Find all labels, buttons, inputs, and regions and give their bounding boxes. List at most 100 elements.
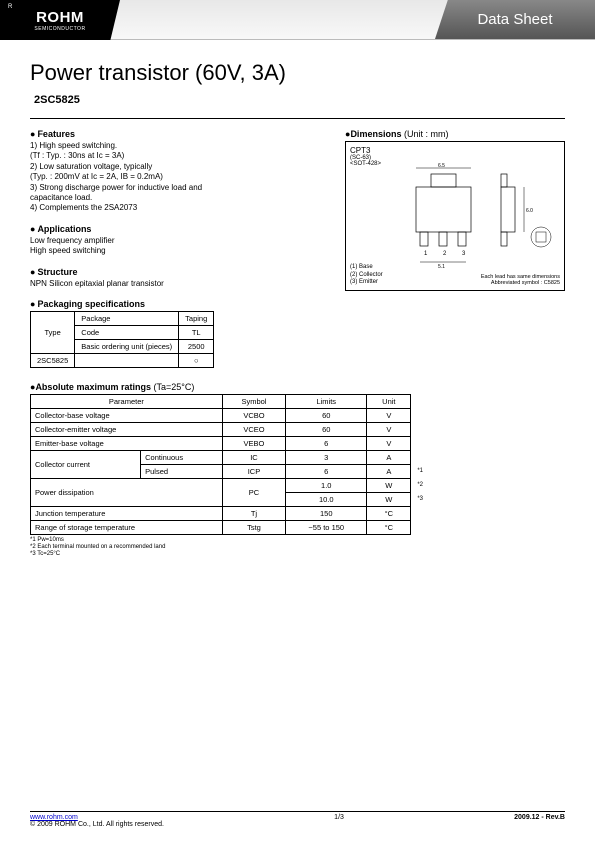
feature-line: 4) Complements the 2SA2073 — [30, 203, 325, 213]
ratings-cond: (Ta=25°C) — [151, 382, 194, 392]
packaging-heading: Packaging specifications — [30, 299, 565, 309]
dimensions-box: CPT3 (SC-63) <SOT-428> 1 2 3 — [345, 141, 565, 291]
ratings-cell: Collector-emitter voltage — [31, 422, 223, 436]
legend-line: (1) Base — [350, 264, 383, 271]
two-column-layout: Features 1) High speed switching. (Tf : … — [30, 129, 565, 299]
dimensions-heading: ●Dimensions (Unit : mm) — [345, 129, 565, 139]
dimensions-unit: (Unit : mm) — [401, 129, 448, 139]
pkg-cell: Taping — [179, 311, 214, 325]
svg-text:5.1: 5.1 — [438, 264, 445, 270]
pkg-cell: Package — [75, 311, 179, 325]
ratings-heading-text: Absolute maximum ratings — [35, 382, 151, 392]
structure-heading: Structure — [30, 267, 325, 277]
applications-body: Low frequency amplifier High speed switc… — [30, 236, 325, 257]
application-line: High speed switching — [30, 246, 325, 256]
ratings-cell: °C — [367, 506, 411, 520]
svg-text:2: 2 — [443, 251, 447, 257]
datasheet-badge: Data Sheet — [435, 0, 595, 39]
rohm-logo: R ROHM SEMICONDUCTOR — [0, 0, 120, 40]
ratings-cell: Collector-base voltage — [31, 408, 223, 422]
features-heading: Features — [30, 129, 325, 139]
ratings-table: Parameter Symbol Limits Unit Collector-b… — [30, 394, 430, 535]
pkg-cell: ○ — [179, 353, 214, 367]
ratings-cell: VEBO — [222, 436, 285, 450]
feature-line: capacitance load. — [30, 193, 325, 203]
right-column: ●Dimensions (Unit : mm) CPT3 (SC-63) <SO… — [345, 129, 565, 299]
pkg-cell: 2500 — [179, 339, 214, 353]
ratings-cell: IC — [222, 450, 285, 464]
feature-line: (Tf : Typ. : 30ns at Ic = 3A) — [30, 151, 325, 161]
footer-left: www.rohm.com © 2009 ROHM Co., Ltd. All r… — [30, 814, 164, 828]
pkg-cell: Basic ordering unit (pieces) — [75, 339, 179, 353]
ratings-cell: V — [367, 422, 411, 436]
header-spacer — [120, 0, 435, 39]
ratings-col-param: Parameter — [31, 394, 223, 408]
logo-text: ROHM — [36, 9, 84, 26]
ratings-cell: W — [367, 478, 411, 492]
ratings-cell: 150 — [286, 506, 367, 520]
footer-rev: 2009.12 - Rev.B — [514, 814, 565, 821]
footnote: *2 Each terminal mounted on a recommende… — [30, 544, 565, 551]
ratings-cell: Emitter-base voltage — [31, 436, 223, 450]
ratings-cell: Tstg — [222, 520, 285, 534]
svg-text:3: 3 — [462, 251, 466, 257]
ratings-cell: VCBO — [222, 408, 285, 422]
ratings-col-symbol: Symbol — [222, 394, 285, 408]
ratings-cell: V — [367, 436, 411, 450]
footer-row: www.rohm.com © 2009 ROHM Co., Ltd. All r… — [30, 814, 565, 828]
title-divider — [30, 118, 565, 119]
ratings-cell: 10.0 — [286, 492, 367, 506]
ratings-heading: ●Absolute maximum ratings (Ta=25°C) — [30, 382, 565, 392]
ratings-cell: Collector current — [31, 450, 141, 478]
ratings-cell: 1.0 — [286, 478, 367, 492]
applications-heading: Applications — [30, 224, 325, 234]
features-body: 1) High speed switching. (Tf : Typ. : 30… — [30, 141, 325, 214]
ratings-cell: VCEO — [222, 422, 285, 436]
ratings-note: *2 — [411, 478, 430, 492]
ratings-cell: 3 — [286, 450, 367, 464]
footnote: *3 Tc=25°C — [30, 551, 565, 558]
dimensions-heading-text: Dimensions — [350, 129, 401, 139]
pkg-cell: TL — [179, 325, 214, 339]
ratings-note: *1 — [411, 464, 430, 478]
ratings-cell: °C — [367, 520, 411, 534]
ratings-cell: 60 — [286, 422, 367, 436]
ratings-cell: Pulsed — [141, 464, 223, 478]
page-content: Power transistor (60V, 3A) 2SC5825 Featu… — [0, 40, 595, 558]
page-header: R ROHM SEMICONDUCTOR Data Sheet — [0, 0, 595, 40]
svg-text:6.0: 6.0 — [526, 208, 533, 214]
legend-line: (2) Collector — [350, 272, 383, 279]
ratings-cell: ICP — [222, 464, 285, 478]
ratings-cell: Junction temperature — [31, 506, 223, 520]
ratings-col-unit: Unit — [367, 394, 411, 408]
part-number: 2SC5825 — [34, 94, 565, 106]
footer-copyright: © 2009 ROHM Co., Ltd. All rights reserve… — [30, 821, 164, 828]
pkg-cell: 2SC5825 — [31, 353, 75, 367]
ratings-cell: 60 — [286, 408, 367, 422]
footer-divider — [30, 811, 565, 812]
feature-line: 2) Low saturation voltage, typically — [30, 162, 325, 172]
footer-url-link[interactable]: www.rohm.com — [30, 814, 78, 821]
package-name: CPT3 — [350, 146, 560, 155]
page-footer: www.rohm.com © 2009 ROHM Co., Ltd. All r… — [30, 811, 565, 828]
dimension-diagram: 1 2 3 6.5 5.1 6.0 — [406, 162, 556, 272]
feature-line: 3) Strong discharge power for inductive … — [30, 183, 325, 193]
ratings-cell: W — [367, 492, 411, 506]
ratings-cell: 6 — [286, 464, 367, 478]
feature-line: 1) High speed switching. — [30, 141, 325, 151]
logo-r-icon: R — [8, 4, 12, 10]
left-column: Features 1) High speed switching. (Tf : … — [30, 129, 325, 299]
pkg-cell: Type — [31, 311, 75, 353]
pkg-cell — [75, 353, 179, 367]
packaging-table: Type Package Taping Code TL Basic orderi… — [30, 311, 214, 368]
ratings-cell: Tj — [222, 506, 285, 520]
feature-line: (Typ. : 200mV at Ic = 2A, IB = 0.2mA) — [30, 172, 325, 182]
ratings-cell: PC — [222, 478, 285, 506]
ratings-cell: Range of storage temperature — [31, 520, 223, 534]
ratings-cell: Continuous — [141, 450, 223, 464]
application-line: Low frequency amplifier — [30, 236, 325, 246]
dimension-legend: (1) Base (2) Collector (3) Emitter — [350, 264, 383, 286]
ratings-cell: A — [367, 464, 411, 478]
ratings-col-limits: Limits — [286, 394, 367, 408]
page-title: Power transistor (60V, 3A) — [30, 60, 565, 86]
